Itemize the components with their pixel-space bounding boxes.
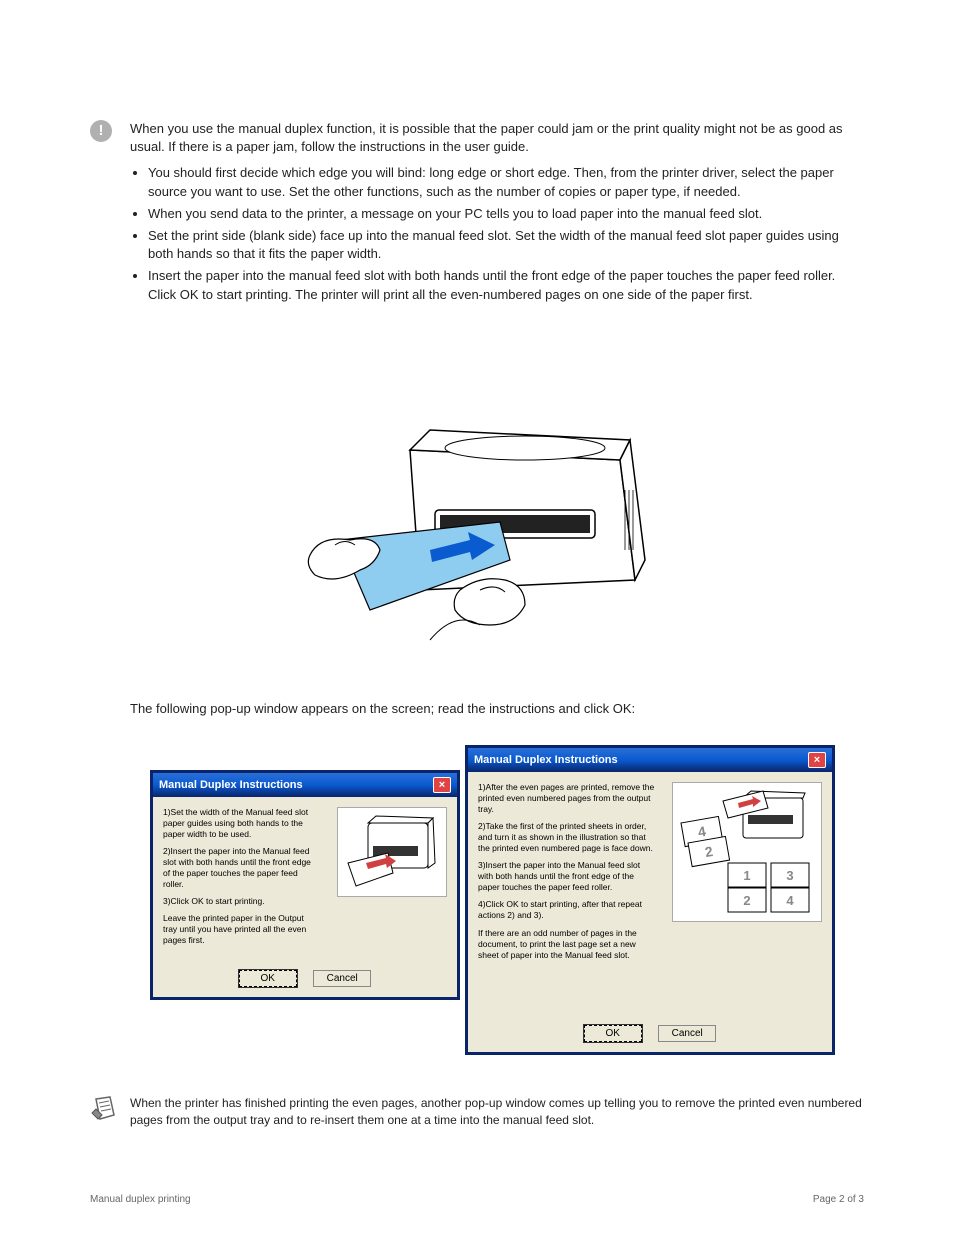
- manual-duplex-dialog-2: Manual Duplex Instructions × 1)After the…: [465, 745, 835, 1055]
- body-text-block: When you use the manual duplex function,…: [130, 120, 864, 312]
- dialog-title: Manual Duplex Instructions: [474, 754, 618, 766]
- page-container: ! When you use the manual duplex functio…: [0, 0, 954, 1235]
- svg-text:1: 1: [743, 868, 750, 883]
- dialog-line: 3)Click OK to start printing.: [163, 896, 319, 907]
- dialog-titlebar: Manual Duplex Instructions ×: [468, 748, 832, 772]
- dialog-text: 1)Set the width of the Manual feed slot …: [163, 807, 319, 947]
- dialog-line: 1)After the even pages are printed, remo…: [478, 782, 657, 815]
- close-icon[interactable]: ×: [433, 777, 451, 793]
- intro-paragraph: When you use the manual duplex function,…: [130, 120, 864, 156]
- dialog-body: 1)After the even pages are printed, remo…: [468, 772, 832, 1052]
- dialog-line: If there are an odd number of pages in t…: [478, 928, 657, 961]
- svg-text:3: 3: [786, 868, 793, 883]
- list-item: When you send data to the printer, a mes…: [148, 205, 864, 223]
- dialog-line: Leave the printed paper in the Output tr…: [163, 913, 319, 946]
- info-icon: !: [90, 120, 112, 142]
- page-footer: Manual duplex printing Page 2 of 3: [90, 1194, 864, 1205]
- dialog-line: 2)Take the first of the printed sheets i…: [478, 821, 657, 854]
- footer-right: Page 2 of 3: [813, 1194, 864, 1205]
- list-item: You should first decide which edge you w…: [148, 164, 864, 200]
- ok-button[interactable]: OK: [584, 1025, 642, 1042]
- dialog-intro-text: The following pop-up window appears on t…: [130, 700, 864, 718]
- dialog-line: 2)Insert the paper into the Manual feed …: [163, 846, 319, 890]
- list-item: Set the print side (blank side) face up …: [148, 227, 864, 263]
- dialog-titlebar: Manual Duplex Instructions ×: [153, 773, 457, 797]
- svg-text:4: 4: [786, 893, 794, 908]
- svg-text:2: 2: [743, 893, 750, 908]
- list-item: Insert the paper into the manual feed sl…: [148, 267, 864, 303]
- manual-duplex-dialog-1: Manual Duplex Instructions × 1)Set the w…: [150, 770, 460, 1000]
- dialog-illustration: [337, 807, 447, 897]
- dialog-text: 1)After the even pages are printed, remo…: [478, 782, 657, 961]
- dialog-illustration: 4 2 1 2: [672, 782, 822, 922]
- dialog-line: 3)Insert the paper into the Manual feed …: [478, 860, 657, 893]
- close-icon[interactable]: ×: [808, 752, 826, 768]
- cancel-button[interactable]: Cancel: [313, 970, 371, 987]
- instruction-list: You should first decide which edge you w…: [130, 164, 864, 303]
- dialog-line: 1)Set the width of the Manual feed slot …: [163, 807, 319, 840]
- dialog-title: Manual Duplex Instructions: [159, 779, 303, 791]
- dialog-body: 1)Set the width of the Manual feed slot …: [153, 797, 457, 997]
- cancel-button[interactable]: Cancel: [658, 1025, 716, 1042]
- dialog-button-row: OK Cancel: [153, 968, 457, 987]
- note-text: When the printer has finished printing t…: [130, 1095, 864, 1129]
- printer-illustration: [280, 400, 680, 650]
- footer-left: Manual duplex printing: [90, 1194, 191, 1205]
- dialog-line: 4)Click OK to start printing, after that…: [478, 899, 657, 921]
- ok-button[interactable]: OK: [239, 970, 297, 987]
- note-icon: [90, 1095, 118, 1123]
- dialog-button-row: OK Cancel: [468, 1023, 832, 1042]
